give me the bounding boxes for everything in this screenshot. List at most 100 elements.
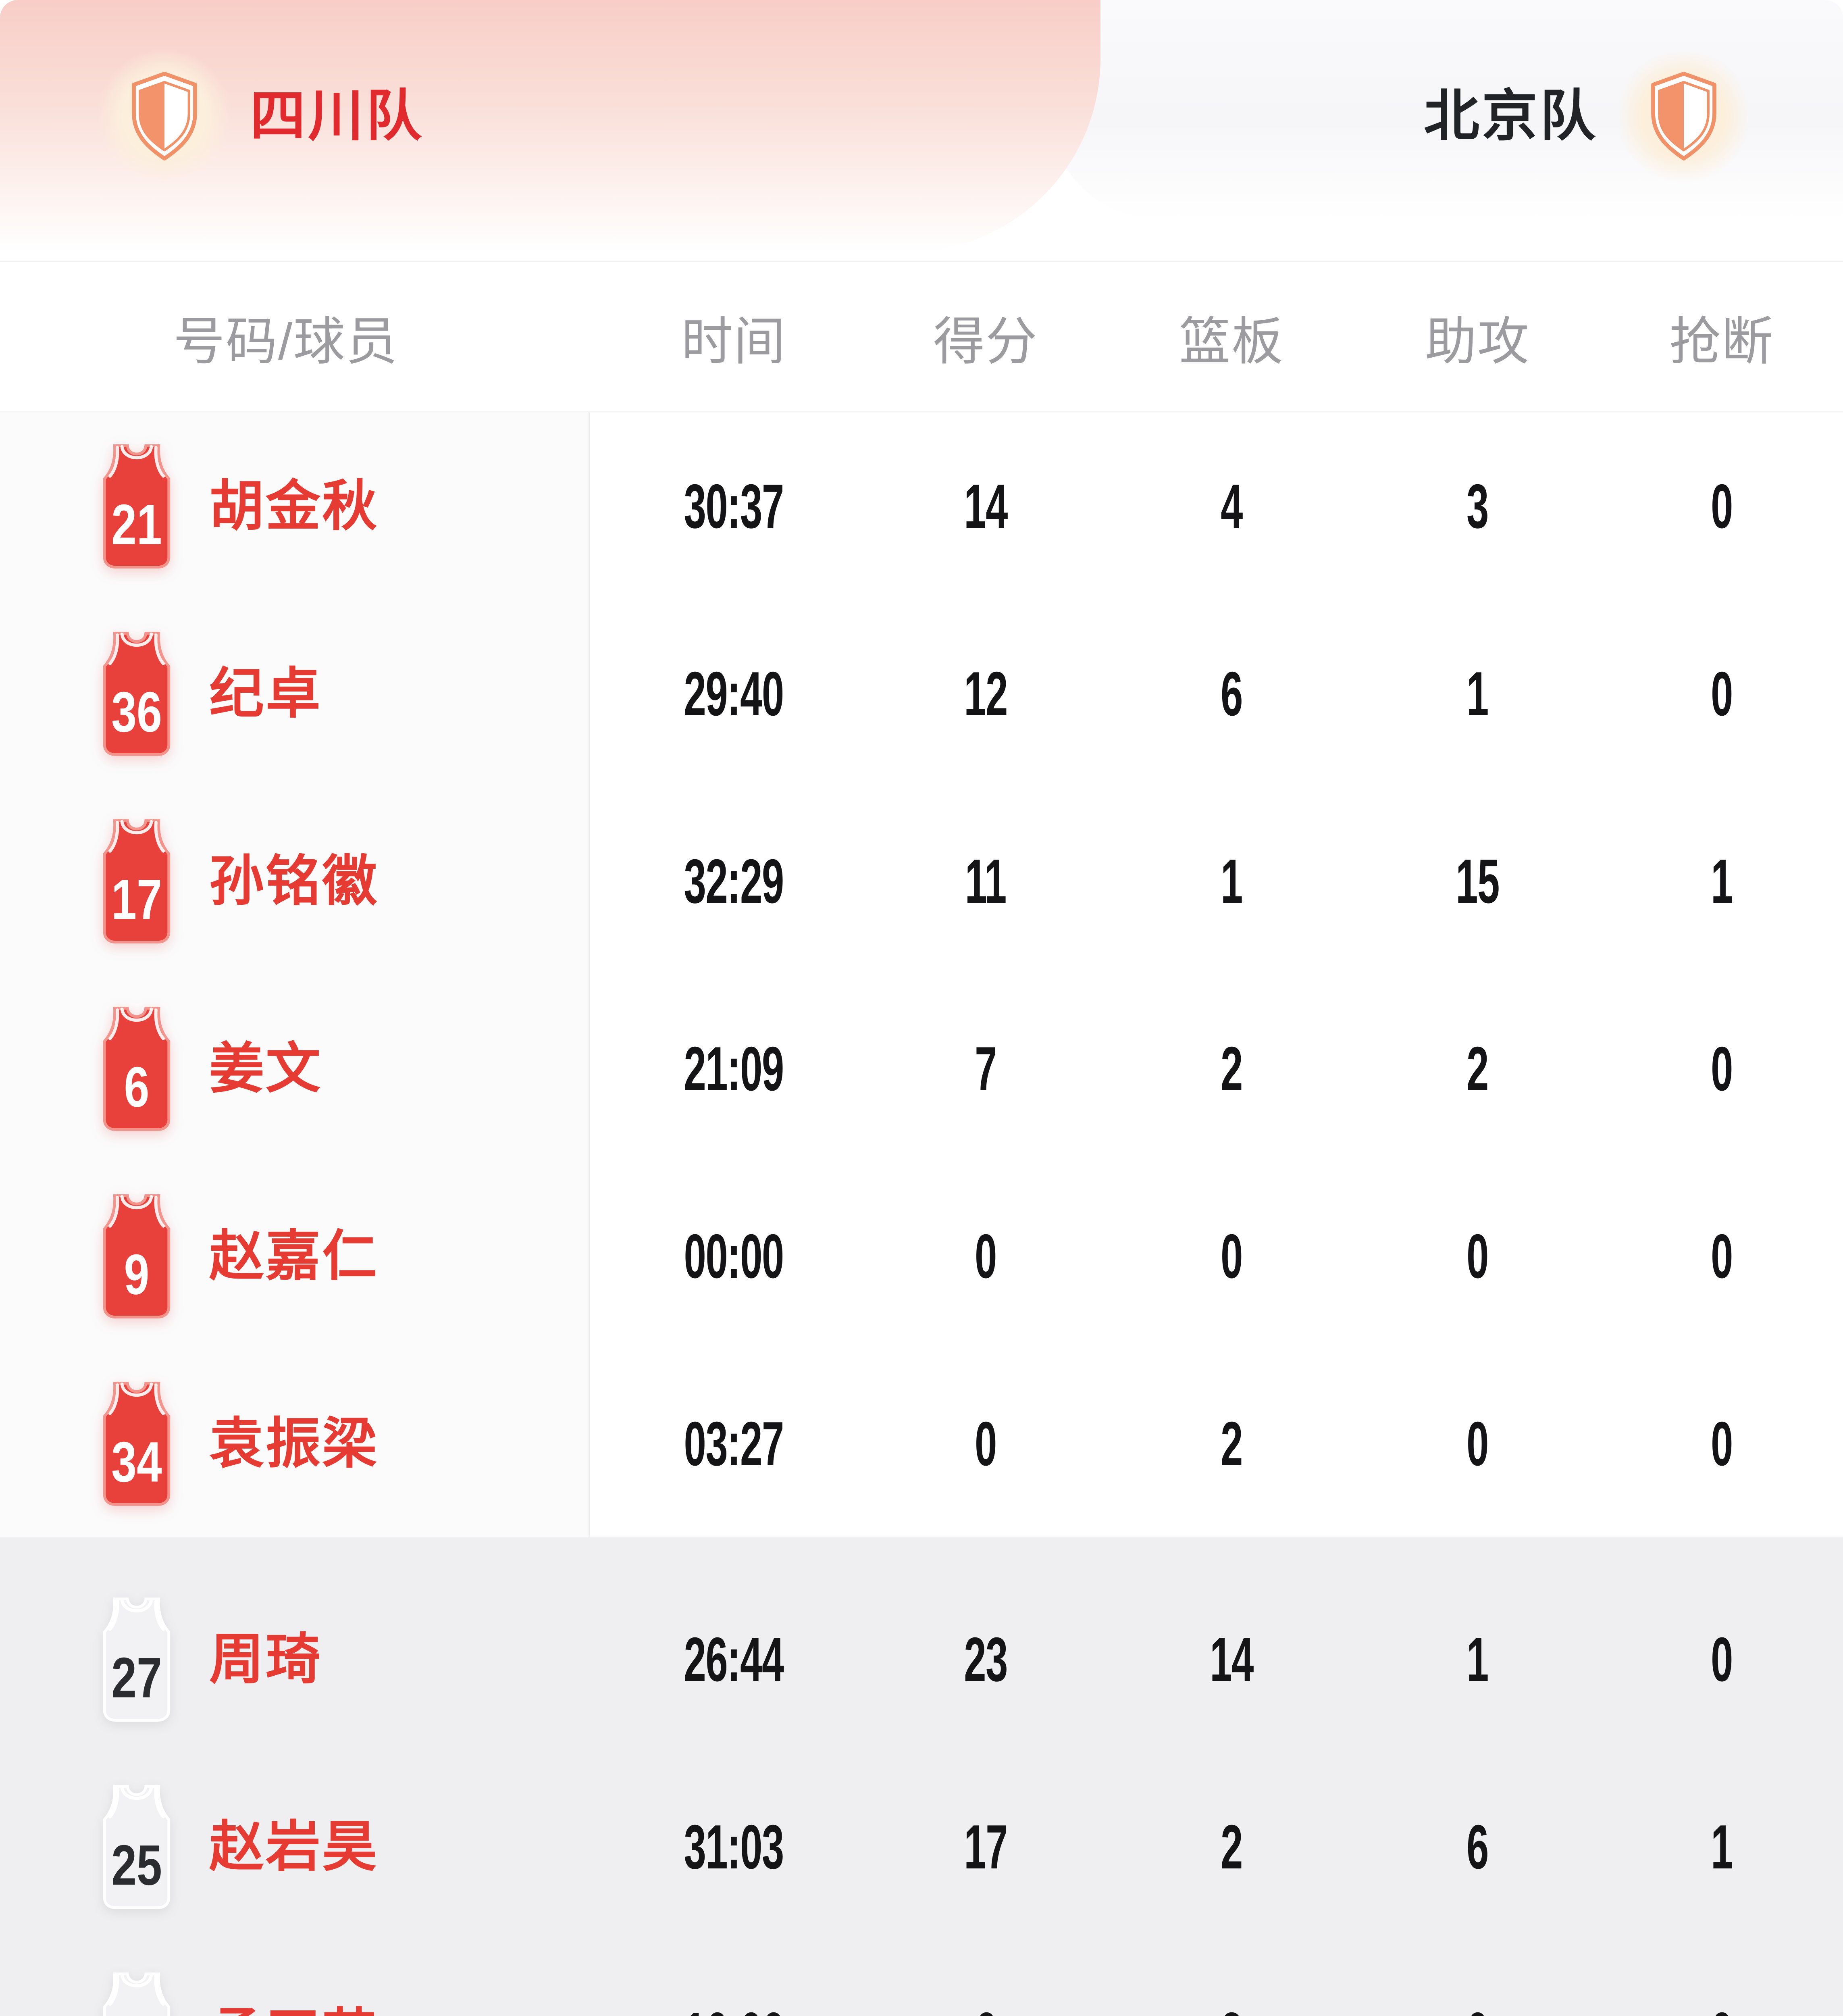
jersey-icon: 36 <box>91 629 183 759</box>
player-name: 赵嘉仁 <box>209 1225 379 1287</box>
stat-rebounds: 2 <box>1221 1034 1243 1104</box>
column-header-rebounds: 篮板 <box>1179 312 1284 371</box>
stat-points: 7 <box>975 1034 997 1104</box>
stat-steals: 0 <box>1711 471 1733 541</box>
jersey-icon: 21 <box>91 441 183 572</box>
stat-steals: 0 <box>1711 1034 1733 1104</box>
player-row[interactable]: 17 孙铭徽 32:29 11 1 15 1 <box>0 787 1843 975</box>
player-row[interactable]: 25 赵岩昊 31:03 17 2 6 1 <box>0 1753 1843 1941</box>
stat-time: 26:44 <box>684 1624 784 1694</box>
player-cell: 17 孙铭徽 <box>0 816 605 947</box>
stat-assists: 15 <box>1456 846 1500 916</box>
away-players-section: 27 周琦 26:44 23 14 1 0 25 赵岩昊 31:03 17 2 … <box>0 1537 1843 2016</box>
player-row[interactable]: 27 周琦 26:44 23 14 1 0 <box>0 1566 1843 1753</box>
away-team-name: 北京队 <box>1423 85 1598 147</box>
stat-rebounds: 4 <box>1221 471 1243 541</box>
stat-time: 00:00 <box>684 1221 784 1291</box>
stat-rebounds: 2 <box>1221 1812 1243 1882</box>
player-cell: 9 赵嘉仁 <box>0 1191 605 1322</box>
stat-points: 12 <box>964 659 1008 729</box>
home-team-shield-icon <box>97 48 232 183</box>
player-cell: 3 孟天艺 <box>0 1969 605 2016</box>
stat-steals: 0 <box>1711 1624 1733 1694</box>
stat-points: 6 <box>863 2003 1109 2016</box>
away-team-tab-content[interactable]: 北京队 <box>1424 48 1751 183</box>
svg-text:27: 27 <box>111 1646 162 1710</box>
stat-steals: 1 <box>1711 846 1733 916</box>
stat-rebounds: 14 <box>1210 1624 1254 1694</box>
jersey-icon: 17 <box>91 816 183 947</box>
player-row[interactable]: 9 赵嘉仁 00:00 0 0 0 0 <box>0 1162 1843 1350</box>
jersey-icon: 3 <box>91 1969 183 2016</box>
away-team-shield-icon <box>1616 48 1751 183</box>
stat-assists: 6 <box>1466 1812 1489 1882</box>
stat-rebounds: 2 <box>1221 1409 1243 1479</box>
player-name: 周琦 <box>209 1629 322 1690</box>
home-players-section: 21 胡金秋 30:37 14 4 3 0 36 纪卓 29:40 12 6 1… <box>0 412 1843 1537</box>
player-cell: 36 纪卓 <box>0 629 605 759</box>
column-header-steals: 抢断 <box>1669 312 1774 371</box>
stat-assists: 1 <box>1466 659 1489 729</box>
stat-time: 03:27 <box>684 1409 784 1479</box>
stat-assists: 3 <box>1466 471 1489 541</box>
player-name: 赵岩昊 <box>209 1816 379 1878</box>
stat-steals: 1 <box>1711 1812 1733 1882</box>
stat-assists: 1 <box>1466 1624 1489 1694</box>
player-row[interactable]: 21 胡金秋 30:37 14 4 3 0 <box>0 412 1843 600</box>
player-name: 姜文 <box>209 1038 322 1100</box>
player-row[interactable]: 6 姜文 21:09 7 2 2 0 <box>0 975 1843 1162</box>
stat-assists: 0 <box>1466 1221 1489 1291</box>
jersey-icon: 27 <box>91 1594 183 1725</box>
header-divider <box>0 261 1843 262</box>
stat-time: 32:29 <box>684 846 784 916</box>
player-row[interactable]: 36 纪卓 29:40 12 6 1 0 <box>0 600 1843 787</box>
stat-assists: 2 <box>1466 1034 1489 1104</box>
player-name: 孙铭徽 <box>209 850 379 912</box>
player-cell: 6 姜文 <box>0 1004 605 1134</box>
svg-text:34: 34 <box>111 1430 162 1494</box>
jersey-icon: 9 <box>91 1191 183 1322</box>
jersey-icon: 6 <box>91 1004 183 1134</box>
stat-assists: 0 <box>1354 2003 1600 2016</box>
player-cell: 21 胡金秋 <box>0 441 605 572</box>
stat-assists: 0 <box>1466 1409 1489 1479</box>
player-name: 孟天艺 <box>209 2003 379 2016</box>
svg-text:21: 21 <box>111 493 162 556</box>
svg-text:9: 9 <box>124 1243 150 1306</box>
stat-points: 11 <box>965 846 1007 916</box>
stat-rebounds: 3 <box>1109 2003 1354 2016</box>
stat-time: 21:09 <box>684 1034 784 1104</box>
stat-points: 17 <box>964 1812 1008 1882</box>
stat-points: 0 <box>975 1409 997 1479</box>
svg-text:6: 6 <box>124 1055 150 1119</box>
player-name: 袁振梁 <box>209 1413 379 1475</box>
column-header-assists: 助攻 <box>1425 312 1530 371</box>
player-cell: 27 周琦 <box>0 1594 605 1725</box>
stat-points: 14 <box>964 471 1008 541</box>
stat-points: 23 <box>964 1624 1008 1694</box>
stat-time: 16:06 <box>605 2003 863 2016</box>
stat-time: 31:03 <box>684 1812 784 1882</box>
column-header-points: 得分 <box>933 312 1038 371</box>
home-team-tab-content[interactable]: 四川队 <box>97 48 424 183</box>
player-name: 纪卓 <box>209 663 322 725</box>
stat-time: 30:37 <box>684 471 784 541</box>
player-row[interactable]: 3 孟天艺 16:06 6 3 0 0 <box>0 1941 1843 2016</box>
player-cell: 25 赵岩昊 <box>0 1782 605 1912</box>
column-header-time: 时间 <box>681 312 786 371</box>
jersey-icon: 25 <box>91 1782 183 1912</box>
svg-text:25: 25 <box>111 1833 162 1897</box>
player-cell: 34 袁振梁 <box>0 1379 605 1509</box>
stat-rebounds: 1 <box>1221 846 1243 916</box>
player-row[interactable]: 34 袁振梁 03:27 0 2 0 0 <box>0 1350 1843 1537</box>
stat-steals: 0 <box>1711 1409 1733 1479</box>
stat-steals: 0 <box>1600 2003 1843 2016</box>
stat-rebounds: 6 <box>1221 659 1243 729</box>
column-header-player: 号码/球员 <box>173 312 398 371</box>
jersey-icon: 34 <box>91 1379 183 1509</box>
stat-steals: 0 <box>1711 1221 1733 1291</box>
team-tab-bar: 四川队 北京队 <box>0 0 1843 262</box>
stat-rebounds: 0 <box>1221 1221 1243 1291</box>
stat-points: 0 <box>975 1221 997 1291</box>
svg-text:17: 17 <box>111 868 162 931</box>
